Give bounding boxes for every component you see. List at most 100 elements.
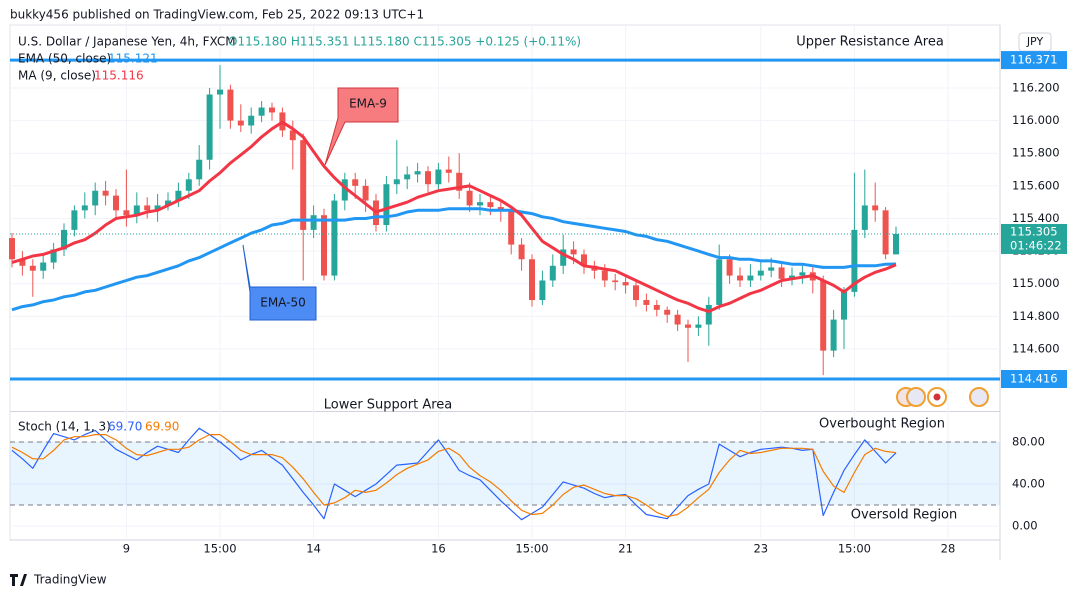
candle-body bbox=[61, 229, 67, 250]
stoch-d-legend: 69.90 bbox=[145, 420, 179, 434]
candle-body bbox=[633, 285, 639, 301]
candle-body bbox=[92, 190, 99, 206]
candle-body bbox=[664, 309, 671, 315]
candle-body bbox=[893, 233, 899, 255]
candle-body bbox=[518, 244, 525, 260]
candle-body bbox=[705, 304, 712, 325]
candle-body bbox=[695, 324, 702, 328]
candle-body bbox=[747, 275, 754, 281]
candle-body bbox=[123, 210, 130, 216]
level-tag-label: 116.371 bbox=[1010, 53, 1058, 67]
candle-body bbox=[352, 179, 359, 186]
candle-body bbox=[601, 270, 608, 281]
currency: JPY bbox=[1026, 35, 1044, 48]
y-tick-label: 115.400 bbox=[1012, 211, 1060, 225]
candle-body bbox=[487, 202, 494, 208]
candle-body bbox=[497, 207, 504, 211]
level-tag bbox=[1001, 370, 1067, 389]
candle-body bbox=[882, 210, 889, 255]
level-tag-label: 114.416 bbox=[1010, 372, 1058, 386]
x-tick-label: 14 bbox=[306, 542, 321, 556]
candle-body bbox=[622, 282, 629, 286]
candle-body bbox=[196, 159, 203, 180]
y-tick-label: 114.800 bbox=[1012, 309, 1060, 323]
candle-body bbox=[341, 179, 348, 201]
candle-body bbox=[799, 272, 806, 276]
candle-body bbox=[549, 265, 556, 281]
candle-body bbox=[445, 169, 452, 173]
candle-body bbox=[830, 319, 837, 351]
candle-body bbox=[570, 249, 577, 255]
x-tick-label: 28 bbox=[941, 542, 956, 556]
candle-body bbox=[331, 200, 338, 276]
level-band bbox=[10, 441, 1000, 506]
event-icon[interactable] bbox=[906, 387, 926, 407]
countdown: 01:46:22 bbox=[1010, 238, 1062, 252]
candle-body bbox=[778, 267, 785, 279]
candle-body bbox=[258, 107, 265, 116]
candle-body bbox=[40, 262, 47, 271]
candle-body bbox=[508, 210, 515, 245]
candle-body bbox=[185, 179, 192, 191]
y-tick-label: 115.600 bbox=[1012, 178, 1060, 192]
y-tick-label: 40.00 bbox=[1012, 477, 1045, 491]
y-tick-label: 114.600 bbox=[1012, 341, 1060, 355]
candle-body bbox=[425, 171, 431, 185]
ema9-label: EMA-9 bbox=[349, 97, 387, 111]
candle-body bbox=[19, 259, 26, 266]
candle-body bbox=[9, 238, 15, 260]
indicator-line bbox=[11, 207, 897, 312]
x-tick-label: 16 bbox=[431, 542, 446, 556]
candle-body bbox=[50, 249, 57, 263]
axes: 9 15:00 14 16 15:00 21 23 15:00 28 114.600 114.800… bbox=[123, 51, 1067, 556]
oversold-label: Oversold Region bbox=[851, 508, 958, 523]
candle-body bbox=[383, 184, 390, 226]
indicator-line bbox=[11, 434, 897, 518]
candle-body bbox=[726, 259, 733, 276]
candle-body bbox=[310, 215, 317, 230]
currency-badge[interactable] bbox=[1018, 32, 1052, 52]
candle-body bbox=[144, 205, 151, 211]
candle-body bbox=[861, 205, 868, 230]
ema-legend-value: 115.121 bbox=[108, 52, 158, 66]
plot bbox=[9, 58, 1000, 521]
candle-body bbox=[716, 259, 723, 305]
candle-body bbox=[820, 280, 827, 351]
y-tick-label: 115.000 bbox=[1012, 276, 1060, 290]
candle-body bbox=[175, 190, 182, 201]
candle-body bbox=[362, 185, 369, 201]
x-tick-label: 15:00 bbox=[838, 542, 871, 556]
candle-body bbox=[300, 140, 307, 230]
event-icon[interactable] bbox=[969, 387, 989, 407]
ema50-label: EMA-50 bbox=[260, 296, 305, 310]
logo bbox=[10, 574, 27, 586]
y-tick-label: 116.000 bbox=[1012, 113, 1060, 127]
ema50-callout bbox=[242, 244, 317, 321]
y-tick-label: 0.00 bbox=[1012, 519, 1038, 533]
price-tag-label: 115.305 bbox=[1010, 224, 1058, 238]
candle-body bbox=[768, 267, 775, 271]
candle-body bbox=[133, 205, 140, 216]
candle-body bbox=[206, 94, 213, 160]
candle-body bbox=[393, 179, 400, 185]
candle-body bbox=[466, 190, 473, 206]
footer: TradingView bbox=[33, 573, 107, 587]
candle-body bbox=[237, 120, 244, 126]
candle-body bbox=[456, 172, 463, 191]
candle-body bbox=[872, 205, 879, 211]
y-tick-label: 116.200 bbox=[1012, 80, 1060, 94]
candle-body bbox=[674, 314, 681, 325]
candle-body bbox=[321, 215, 327, 276]
ohlc: O115.180 H115.351 L115.180 C115.305 +0.1… bbox=[228, 35, 581, 49]
candle-body bbox=[248, 115, 255, 126]
candle-body bbox=[539, 280, 546, 301]
ma-legend: MA (9, close) bbox=[18, 69, 96, 83]
candle-body bbox=[414, 171, 421, 175]
candle-body bbox=[435, 169, 442, 185]
x-tick-label: 15:00 bbox=[515, 542, 548, 556]
candle-body bbox=[560, 249, 567, 266]
candle-body bbox=[737, 275, 743, 281]
x-tick-label: 21 bbox=[618, 542, 633, 556]
candle-body bbox=[227, 89, 234, 121]
resistance-label: Upper Resistance Area bbox=[796, 35, 944, 50]
